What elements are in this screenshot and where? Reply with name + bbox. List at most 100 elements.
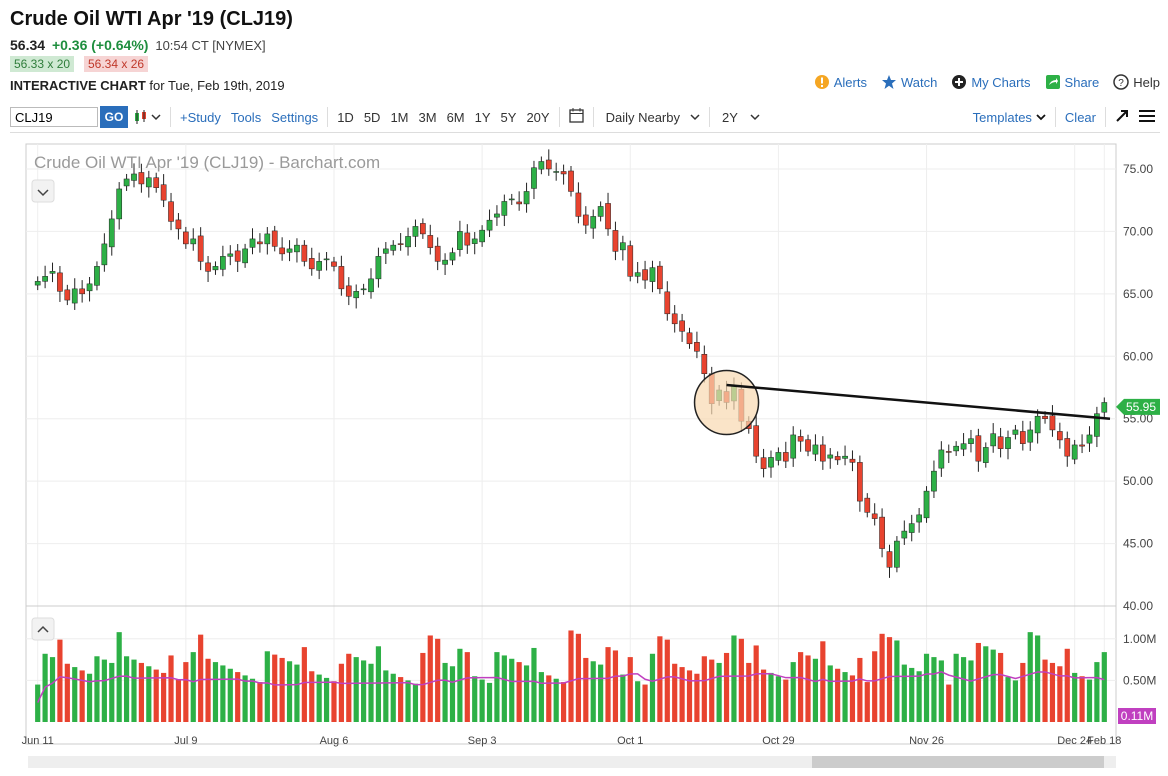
help-label: Help: [1133, 74, 1160, 90]
candle: [197, 235, 204, 262]
volume-bar: [316, 674, 322, 722]
collapse-volume-button[interactable]: [31, 617, 55, 641]
volume-bar: [916, 671, 922, 722]
bar-type-dropdown[interactable]: [128, 110, 166, 124]
volume-bar: [205, 658, 211, 722]
interval-dropdown[interactable]: Daily Nearby: [598, 110, 705, 125]
price-tick: 70.00: [1123, 224, 1153, 238]
volume-bar: [272, 654, 278, 722]
volume-bar: [212, 662, 219, 722]
candle: [1034, 415, 1041, 434]
templates-dropdown[interactable]: Templates: [968, 110, 1051, 125]
date-tick: Jul 9: [174, 735, 197, 747]
date-tick: Jun 11: [22, 735, 54, 747]
period-1y[interactable]: 1Y: [474, 109, 491, 125]
candle: [286, 248, 293, 253]
price-tick: 60.00: [1123, 349, 1153, 363]
tools-button[interactable]: Tools: [230, 109, 262, 125]
go-button[interactable]: GO: [100, 106, 128, 128]
volume-bar: [768, 672, 774, 722]
candle: [294, 244, 300, 253]
expand-button[interactable]: [1110, 109, 1134, 126]
volume-bar: [798, 652, 804, 722]
collapse-price-button[interactable]: [31, 179, 55, 203]
alerts-link[interactable]: Alerts: [814, 74, 867, 90]
alerts-label: Alerts: [833, 74, 867, 90]
candle: [316, 261, 323, 271]
candle: [116, 188, 123, 220]
chart-date-label: INTERACTIVE CHART for Tue, Feb 19th, 201…: [10, 78, 285, 93]
symbol-input[interactable]: [10, 107, 98, 127]
volume-bar: [161, 672, 167, 722]
calendar-button[interactable]: [564, 108, 589, 126]
chart-scrollbar[interactable]: [28, 756, 1116, 768]
candle: [990, 433, 997, 447]
price-tick: 40.00: [1123, 599, 1153, 613]
volume-bar: [79, 670, 85, 722]
candle: [382, 248, 389, 254]
candle: [568, 170, 574, 192]
period-20y[interactable]: 20Y: [526, 109, 550, 125]
volume-bar: [383, 670, 389, 722]
candle: [531, 167, 537, 189]
volume-bar: [827, 665, 833, 722]
candle: [242, 248, 248, 264]
volume-bar: [457, 648, 463, 722]
candle: [390, 244, 397, 251]
period-5d[interactable]: 5D: [363, 109, 381, 125]
volume-bar: [694, 673, 700, 722]
candle: [790, 434, 797, 459]
help-link[interactable]: ? Help: [1113, 74, 1160, 90]
candle: [1064, 438, 1071, 457]
volume-bar: [709, 659, 715, 722]
chevron-down-icon: [151, 114, 161, 121]
candle: [1012, 429, 1019, 435]
volume-bar: [635, 681, 641, 722]
candle: [649, 267, 656, 282]
candle: [101, 243, 108, 266]
clear-button[interactable]: Clear: [1064, 109, 1096, 125]
price-chart[interactable]: Crude Oil WTI Apr '19 (CLJ19) - Barchart…: [10, 140, 1160, 756]
volume-bar: [864, 682, 870, 722]
my-charts-link[interactable]: My Charts: [951, 74, 1031, 90]
period-6m[interactable]: 6M: [446, 109, 465, 125]
star-icon: [881, 75, 896, 89]
period-1d[interactable]: 1D: [337, 109, 354, 125]
menu-button[interactable]: [1134, 109, 1160, 126]
volume-bar: [783, 679, 789, 722]
volume-bar: [309, 671, 315, 722]
trendline: [726, 383, 1111, 420]
volume-bar: [49, 657, 56, 722]
share-link[interactable]: Share: [1045, 74, 1099, 90]
volume-bar: [931, 657, 937, 722]
candle: [997, 436, 1004, 449]
candle: [175, 219, 182, 230]
volume-bar: [746, 662, 752, 722]
period-3m[interactable]: 3M: [418, 109, 437, 125]
candle: [805, 439, 811, 452]
period-5y[interactable]: 5Y: [500, 109, 517, 125]
watch-link[interactable]: Watch: [881, 74, 937, 90]
volume-bar: [968, 660, 974, 722]
settings-button[interactable]: Settings: [271, 109, 319, 125]
candle: [1071, 444, 1078, 460]
date-tick: Oct 1: [617, 735, 643, 747]
candle: [686, 332, 693, 345]
chart-area[interactable]: Crude Oil WTI Apr '19 (CLJ19) - Barchart…: [10, 140, 1160, 760]
volume-bar: [805, 655, 811, 722]
candle: [1042, 415, 1048, 419]
last-price-badge: [1116, 398, 1160, 415]
candle: [131, 173, 137, 181]
range-dropdown[interactable]: 2Y: [714, 110, 765, 125]
volume-bar: [857, 657, 863, 722]
candle: [271, 230, 278, 247]
candle: [931, 470, 937, 492]
period-1m[interactable]: 1M: [390, 109, 409, 125]
date-tick: Nov 26: [909, 735, 944, 747]
volume-bar: [590, 661, 596, 722]
candle: [442, 259, 448, 265]
scrollbar-thumb[interactable]: [812, 756, 1104, 768]
volume-bar: [612, 650, 619, 722]
divider: [1105, 107, 1106, 127]
study-button[interactable]: +Study: [180, 109, 221, 125]
